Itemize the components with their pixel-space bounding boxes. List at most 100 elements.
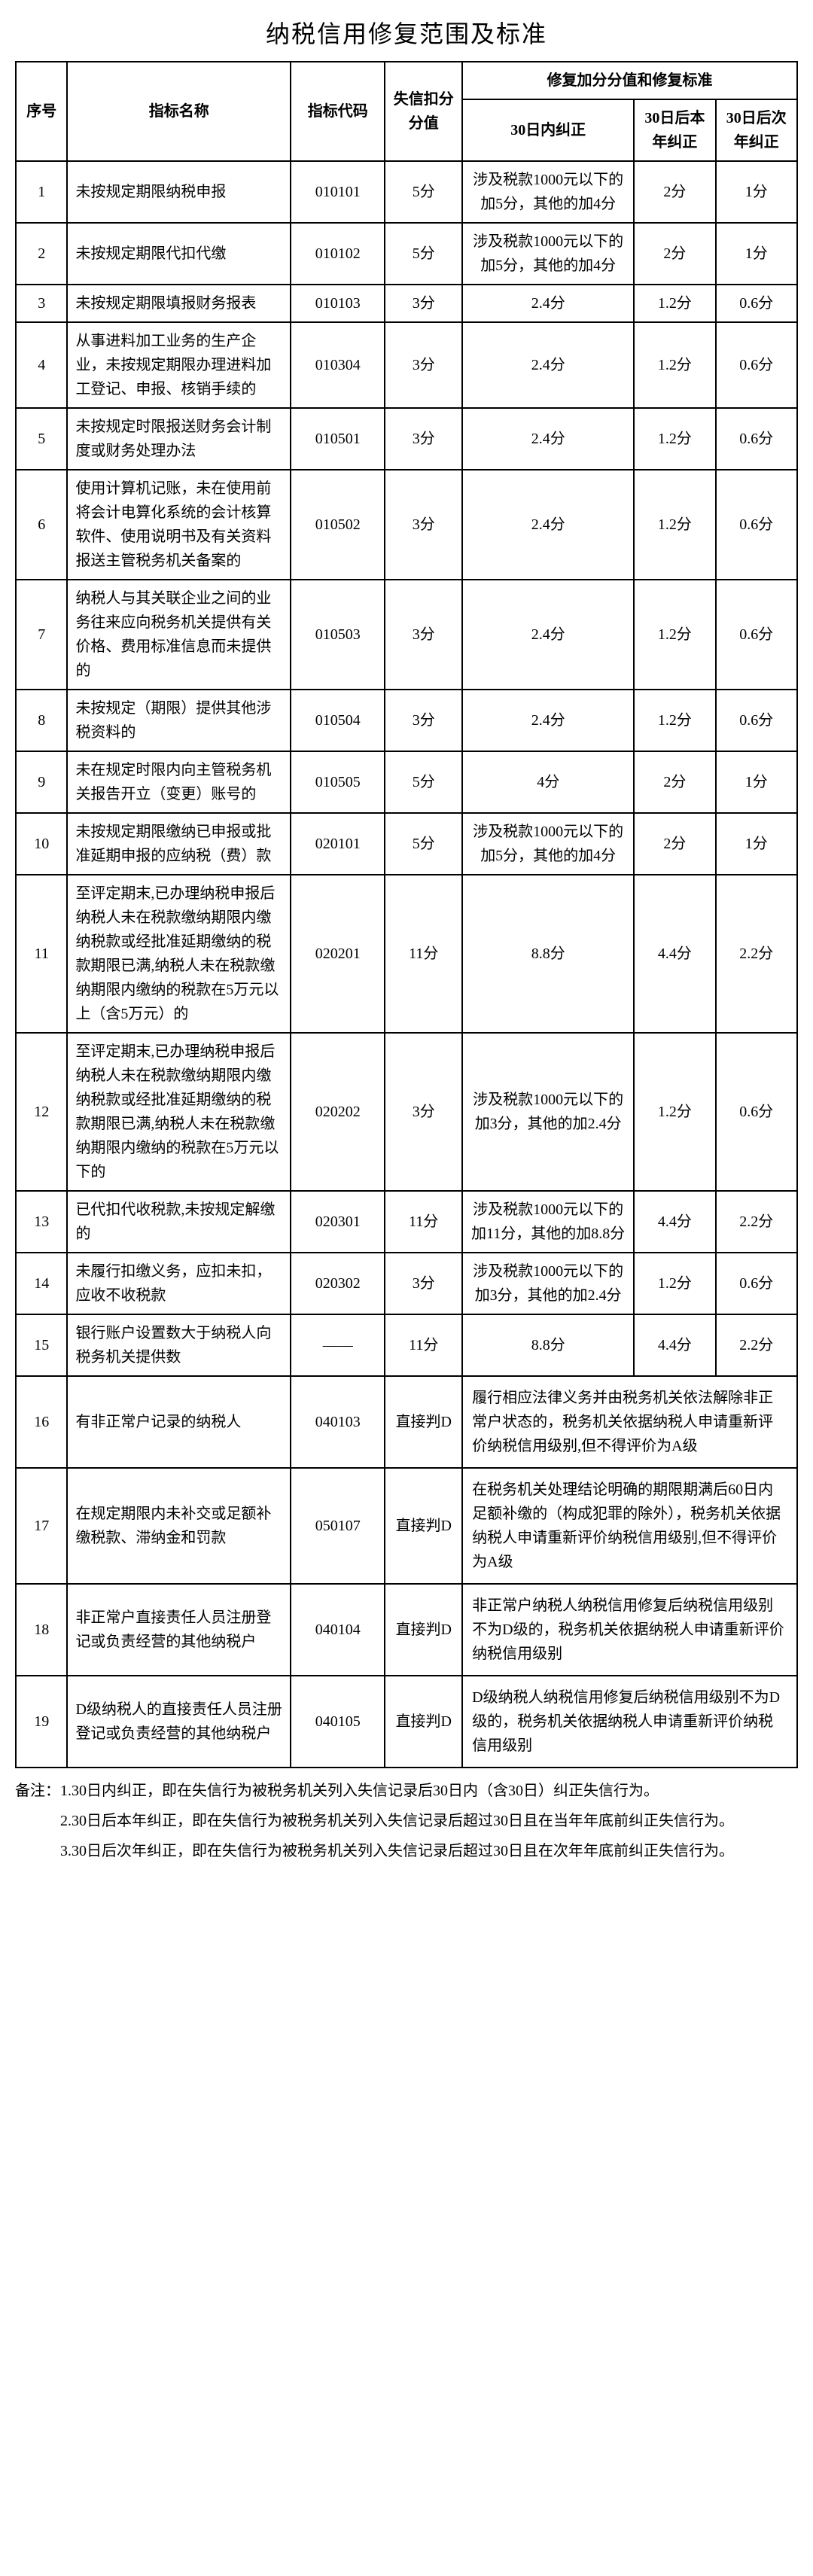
cell-in30: 涉及税款1000元以下的加5分，其他的加4分 <box>462 223 634 285</box>
cell-seq: 2 <box>16 223 67 285</box>
cell-name: 未按规定期限缴纳已申报或批准延期申报的应纳税（费）款 <box>67 813 291 875</box>
table-row: 12至评定期末,已办理纳税申报后纳税人未在税款缴纳期限内缴纳税款或经批准延期缴纳… <box>16 1033 797 1191</box>
cell-deduct: 3分 <box>385 285 462 322</box>
cell-this-year: 2分 <box>634 751 715 813</box>
cell-code: 010304 <box>291 322 385 408</box>
table-row: 5未按规定时限报送财务会计制度或财务处理办法0105013分2.4分1.2分0.… <box>16 408 797 470</box>
cell-next-year: 0.6分 <box>716 470 797 580</box>
cell-next-year: 0.6分 <box>716 690 797 751</box>
cell-next-year: 2.2分 <box>716 1191 797 1253</box>
cell-next-year: 0.6分 <box>716 285 797 322</box>
cell-this-year: 4.4分 <box>634 1191 715 1253</box>
cell-name: 从事进料加工业务的生产企业，未按规定期限办理进料加工登记、申报、核销手续的 <box>67 322 291 408</box>
cell-seq: 6 <box>16 470 67 580</box>
cell-seq: 7 <box>16 580 67 690</box>
cell-name: 纳税人与其关联企业之间的业务往来应向税务机关提供有关价格、费用标准信息而未提供的 <box>67 580 291 690</box>
tax-credit-table: 序号 指标名称 指标代码 失信扣分 分值 修复加分分值和修复标准 30日内纠正 … <box>15 61 798 1768</box>
cell-name: 在规定期限内未补交或足额补缴税款、滞纳金和罚款 <box>67 1468 291 1584</box>
cell-next-year: 0.6分 <box>716 1033 797 1191</box>
cell-code: 010505 <box>291 751 385 813</box>
cell-next-year: 0.6分 <box>716 1253 797 1314</box>
cell-code: 020301 <box>291 1191 385 1253</box>
cell-this-year: 1.2分 <box>634 470 715 580</box>
cell-code: 020202 <box>291 1033 385 1191</box>
cell-in30: 涉及税款1000元以下的加3分，其他的加2.4分 <box>462 1033 634 1191</box>
cell-in30: 涉及税款1000元以下的加5分，其他的加4分 <box>462 813 634 875</box>
cell-in30: 2.4分 <box>462 322 634 408</box>
table-row: 2未按规定期限代扣代缴0101025分涉及税款1000元以下的加5分，其他的加4… <box>16 223 797 285</box>
cell-this-year: 2分 <box>634 223 715 285</box>
header-deduct: 失信扣分 分值 <box>385 62 462 161</box>
cell-code: 010102 <box>291 223 385 285</box>
cell-in30: 涉及税款1000元以下的加3分，其他的加2.4分 <box>462 1253 634 1314</box>
cell-name: 未履行扣缴义务，应扣未扣，应收不收税款 <box>67 1253 291 1314</box>
table-row: 6使用计算机记账，未在使用前将会计电算化系统的会计核算软件、使用说明书及有关资料… <box>16 470 797 580</box>
cell-name: 使用计算机记账，未在使用前将会计电算化系统的会计核算软件、使用说明书及有关资料报… <box>67 470 291 580</box>
cell-next-year: 1分 <box>716 161 797 223</box>
table-row: 1未按规定期限纳税申报0101015分涉及税款1000元以下的加5分，其他的加4… <box>16 161 797 223</box>
cell-seq: 14 <box>16 1253 67 1314</box>
cell-deduct: 直接判D <box>385 1468 462 1584</box>
cell-this-year: 2分 <box>634 161 715 223</box>
cell-this-year: 1.2分 <box>634 1033 715 1191</box>
cell-name: 未按规定（期限）提供其他涉税资料的 <box>67 690 291 751</box>
cell-code: 010103 <box>291 285 385 322</box>
cell-seq: 1 <box>16 161 67 223</box>
cell-next-year: 1分 <box>716 751 797 813</box>
cell-seq: 5 <box>16 408 67 470</box>
cell-seq: 19 <box>16 1676 67 1768</box>
cell-code: 050107 <box>291 1468 385 1584</box>
cell-name: 有非正常户记录的纳税人 <box>67 1376 291 1468</box>
header-code: 指标代码 <box>291 62 385 161</box>
cell-code: 010501 <box>291 408 385 470</box>
cell-next-year: 0.6分 <box>716 322 797 408</box>
table-row: 19D级纳税人的直接责任人员注册登记或负责经营的其他纳税户040105直接判DD… <box>16 1676 797 1768</box>
header-name: 指标名称 <box>67 62 291 161</box>
table-row: 14未履行扣缴义务，应扣未扣，应收不收税款0203023分涉及税款1000元以下… <box>16 1253 797 1314</box>
cell-code: 010502 <box>291 470 385 580</box>
cell-in30: 涉及税款1000元以下的加5分，其他的加4分 <box>462 161 634 223</box>
cell-criteria: 非正常户纳税人纳税信用修复后纳税信用级别不为D级的，税务机关依据纳税人申请重新评… <box>462 1584 797 1676</box>
cell-this-year: 1.2分 <box>634 690 715 751</box>
cell-seq: 17 <box>16 1468 67 1584</box>
header-restore-group: 修复加分分值和修复标准 <box>462 62 797 99</box>
cell-deduct: 3分 <box>385 408 462 470</box>
cell-deduct: 3分 <box>385 690 462 751</box>
cell-deduct: 5分 <box>385 161 462 223</box>
cell-this-year: 1.2分 <box>634 322 715 408</box>
cell-this-year: 1.2分 <box>634 580 715 690</box>
cell-this-year: 2分 <box>634 813 715 875</box>
cell-code: —— <box>291 1314 385 1376</box>
cell-seq: 16 <box>16 1376 67 1468</box>
cell-this-year: 1.2分 <box>634 285 715 322</box>
cell-seq: 15 <box>16 1314 67 1376</box>
cell-seq: 12 <box>16 1033 67 1191</box>
cell-seq: 13 <box>16 1191 67 1253</box>
cell-seq: 18 <box>16 1584 67 1676</box>
cell-deduct: 5分 <box>385 813 462 875</box>
cell-deduct: 3分 <box>385 580 462 690</box>
cell-seq: 4 <box>16 322 67 408</box>
table-row: 13已代扣代收税款,未按规定解缴的02030111分涉及税款1000元以下的加1… <box>16 1191 797 1253</box>
table-row: 18非正常户直接责任人员注册登记或负责经营的其他纳税户040104直接判D非正常… <box>16 1584 797 1676</box>
cell-in30: 2.4分 <box>462 285 634 322</box>
cell-deduct: 直接判D <box>385 1584 462 1676</box>
cell-seq: 9 <box>16 751 67 813</box>
cell-deduct: 直接判D <box>385 1676 462 1768</box>
cell-next-year: 0.6分 <box>716 580 797 690</box>
cell-in30: 2.4分 <box>462 580 634 690</box>
cell-seq: 10 <box>16 813 67 875</box>
cell-code: 010503 <box>291 580 385 690</box>
cell-code: 020101 <box>291 813 385 875</box>
cell-deduct: 11分 <box>385 875 462 1033</box>
cell-name: 非正常户直接责任人员注册登记或负责经营的其他纳税户 <box>67 1584 291 1676</box>
cell-deduct: 直接判D <box>385 1376 462 1468</box>
cell-this-year: 1.2分 <box>634 408 715 470</box>
cell-this-year: 1.2分 <box>634 1253 715 1314</box>
page-title: 纳税信用修复范围及标准 <box>15 15 798 50</box>
cell-code: 040104 <box>291 1584 385 1676</box>
notes-section: 备注：1.30日内纠正，即在失信行为被税务机关列入失信记录后30日内（含30日）… <box>15 1768 798 1866</box>
table-row: 7纳税人与其关联企业之间的业务往来应向税务机关提供有关价格、费用标准信息而未提供… <box>16 580 797 690</box>
table-row: 8未按规定（期限）提供其他涉税资料的0105043分2.4分1.2分0.6分 <box>16 690 797 751</box>
cell-name: 未按规定时限报送财务会计制度或财务处理办法 <box>67 408 291 470</box>
